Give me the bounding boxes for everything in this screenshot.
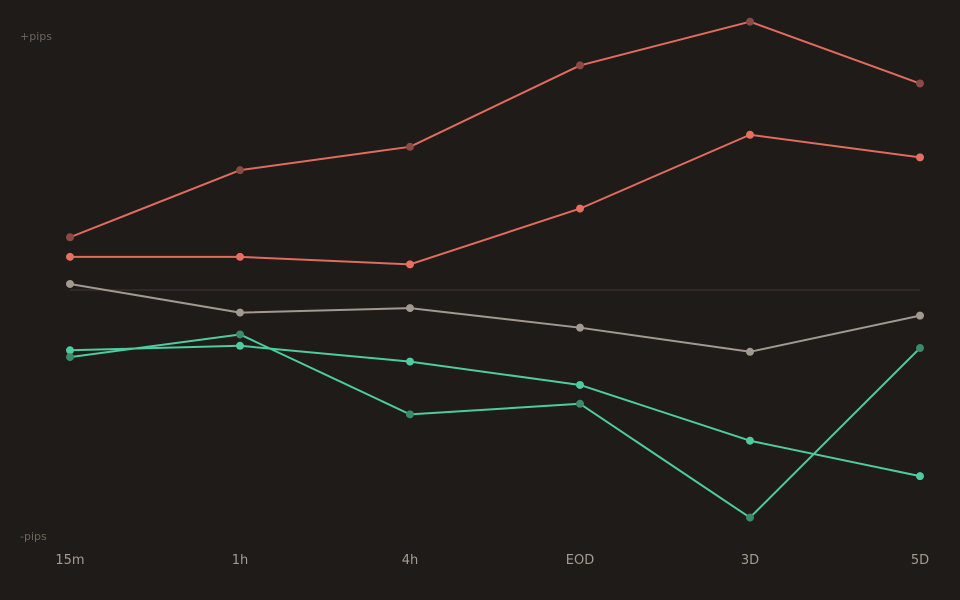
x-tick-label: 1h <box>232 553 249 568</box>
series-1-point[interactable] <box>236 166 244 175</box>
y-axis-top-label: +pips <box>20 30 52 43</box>
series-5-point[interactable] <box>916 344 924 353</box>
x-tick-label: EOD <box>566 553 594 568</box>
series-1 <box>66 17 924 242</box>
series-2-point[interactable] <box>916 153 924 162</box>
series-5-point[interactable] <box>746 513 754 522</box>
series-5-line <box>69 333 921 519</box>
series-4-point[interactable] <box>576 380 584 389</box>
series-3-point[interactable] <box>916 311 924 320</box>
series-1-point[interactable] <box>406 142 414 151</box>
series-4-point[interactable] <box>916 472 924 481</box>
series-4-line <box>69 344 921 478</box>
series-4 <box>66 341 924 481</box>
series-3-point[interactable] <box>66 279 74 288</box>
x-tick-label: 15m <box>55 553 84 568</box>
series-2-line <box>70 133 921 266</box>
x-tick-label: 5D <box>911 553 929 568</box>
series-4-point[interactable] <box>66 346 74 355</box>
series-3-line <box>69 282 921 353</box>
series-1-point[interactable] <box>66 233 74 242</box>
series-5-point[interactable] <box>236 330 244 339</box>
series-2 <box>66 130 924 269</box>
y-axis-bottom-label: -pips <box>20 530 47 543</box>
series-3-point[interactable] <box>236 308 244 317</box>
series-3-point[interactable] <box>406 304 414 313</box>
series-2-point[interactable] <box>236 252 244 261</box>
series-2-point[interactable] <box>66 252 74 261</box>
series-5 <box>66 330 924 522</box>
series-5-point[interactable] <box>66 353 74 362</box>
series-1-point[interactable] <box>576 61 584 70</box>
series-2-point[interactable] <box>746 130 754 139</box>
x-tick-label: 4h <box>402 553 419 568</box>
series-4-point[interactable] <box>406 357 414 366</box>
series-5-point[interactable] <box>406 410 414 419</box>
series-2-point[interactable] <box>406 260 414 269</box>
series-4-point[interactable] <box>746 436 754 445</box>
series-5-point[interactable] <box>576 399 584 408</box>
series-3 <box>66 279 924 356</box>
series-group <box>66 17 924 522</box>
x-tick-label: 3D <box>741 553 759 568</box>
series-3-point[interactable] <box>746 347 754 356</box>
x-axis-ticks: 15m 1h 4h EOD 3D 5D <box>55 553 929 568</box>
series-1-point[interactable] <box>916 79 924 88</box>
series-2-point[interactable] <box>576 204 584 213</box>
series-4-point[interactable] <box>236 341 244 350</box>
series-1-point[interactable] <box>746 17 754 26</box>
series-1-line <box>69 20 921 239</box>
series-3-point[interactable] <box>576 323 584 332</box>
